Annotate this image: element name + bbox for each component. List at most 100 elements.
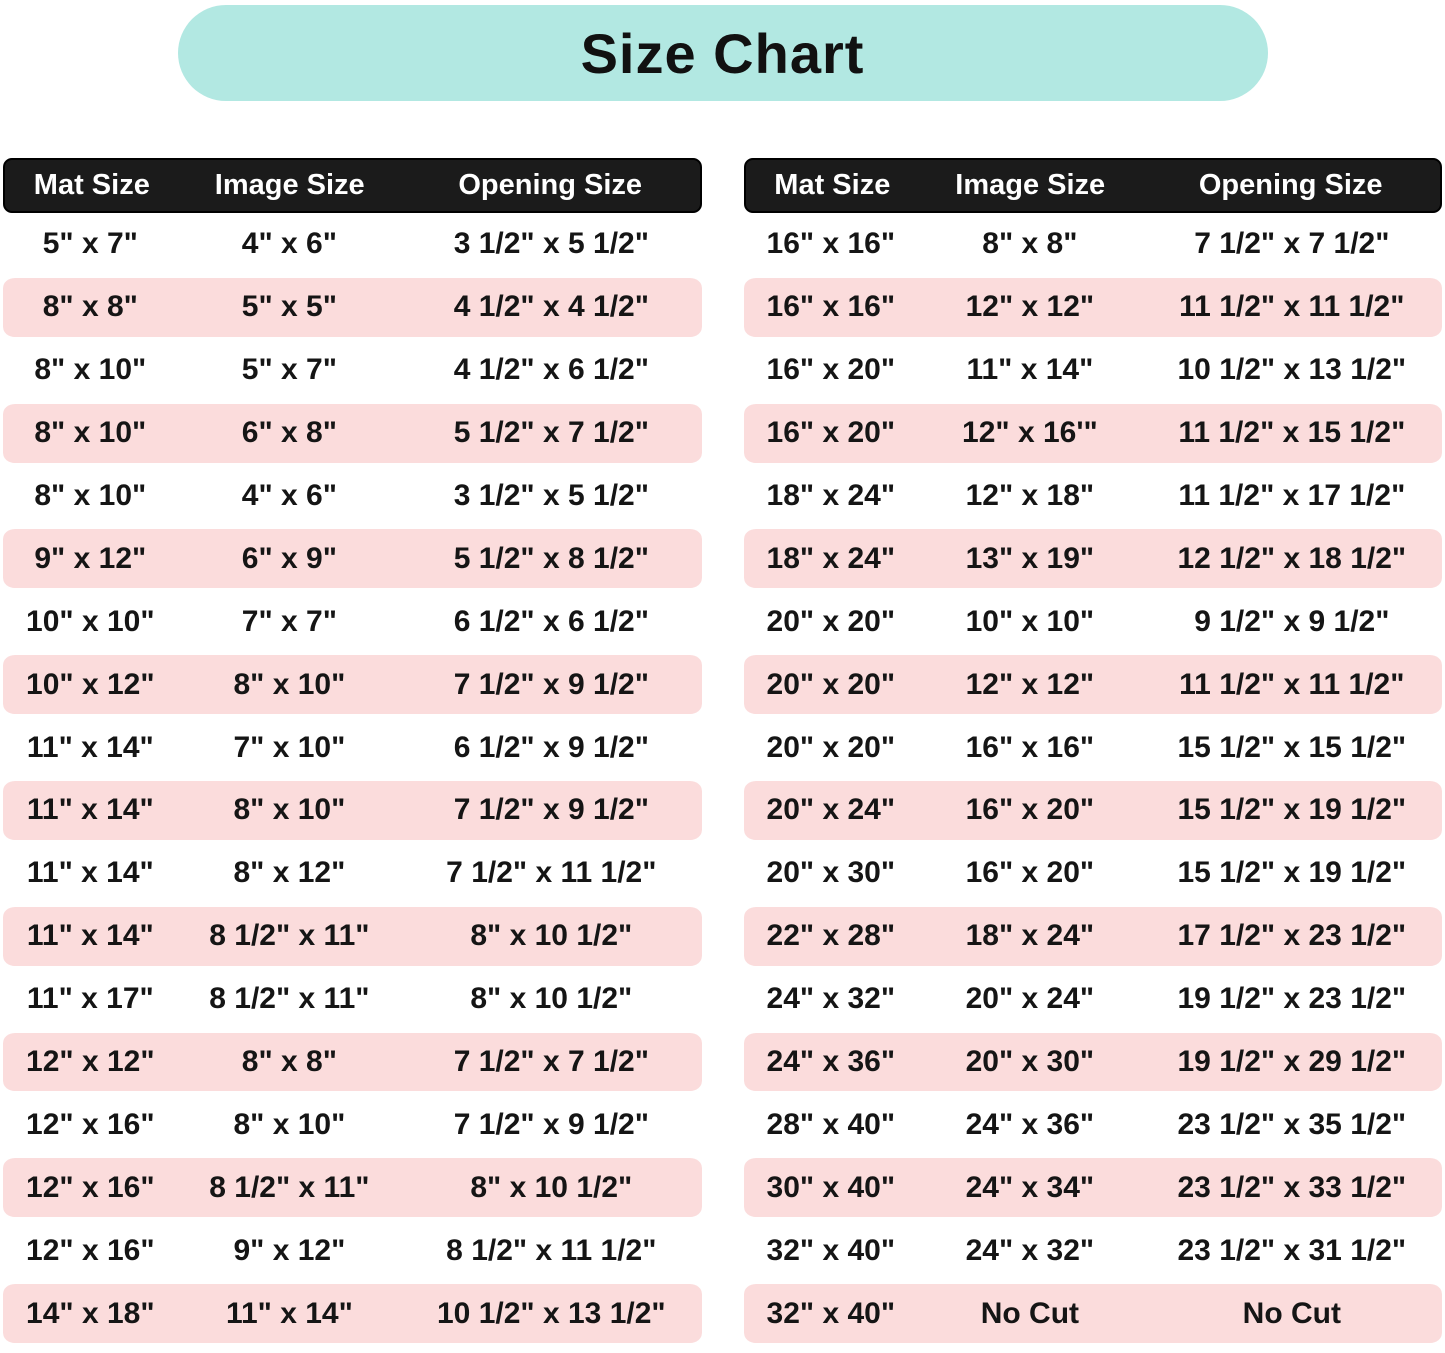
table-row: 24" x 32" 20" x 24" 19 1/2" x 23 1/2"	[744, 968, 1443, 1031]
table-cell: 11" x 14"	[26, 730, 154, 764]
column-header-image-size: Image Size	[214, 169, 365, 201]
page-title: Size Chart	[580, 21, 865, 85]
table-cell: 24" x 36"	[766, 1045, 896, 1079]
table-cell: 8 1/2" x 11 1/2"	[446, 1233, 657, 1267]
table-cell: 8" x 8"	[982, 227, 1078, 261]
table-cell: 11 1/2" x 15 1/2"	[1178, 416, 1406, 450]
table-cell: 12 1/2" x 18 1/2"	[1177, 541, 1407, 575]
table-cell: 3 1/2" x 5 1/2"	[453, 479, 649, 512]
table-cell: 6" x 8"	[241, 416, 337, 450]
table-cell: 7 1/2" x 9 1/2"	[453, 793, 649, 827]
table-cell: 7 1/2" x 7 1/2"	[1194, 227, 1390, 261]
column-header-mat-size: Mat Size	[33, 169, 150, 201]
table-cell: 5" x 7"	[241, 353, 337, 387]
table-row: 16" x 16" 12" x 12" 11 1/2" x 11 1/2"	[743, 276, 1442, 339]
table-cell: 11" x 14"	[26, 919, 154, 953]
table-cell: 17 1/2" x 23 1/2"	[1177, 919, 1407, 953]
table-cell: 4 1/2" x 4 1/2"	[453, 290, 649, 324]
table-row: 16" x 16" 8" x 8" 7 1/2" x 7 1/2"	[744, 213, 1443, 276]
table-row: 8" x 10" 6" x 8" 5 1/2" x 7 1/2"	[3, 402, 702, 465]
table-cell: 12" x 16"	[26, 1170, 155, 1204]
table-cell: 11" x 14"	[26, 856, 154, 890]
table-cell: 8" x 8"	[241, 1045, 337, 1079]
table-row: 9" x 12" 6" x 9" 5 1/2" x 8 1/2"	[3, 527, 702, 590]
table-cell: 28" x 40"	[766, 1107, 896, 1141]
table-cell: 16" x 16"	[965, 730, 1095, 764]
table-cell: 20" x 20"	[766, 604, 896, 638]
table-cell: 20" x 24"	[766, 793, 896, 827]
table-cell: 32" x 40"	[766, 1233, 896, 1267]
table-cell: 8" x 8"	[42, 290, 138, 324]
size-chart-page: Size Chart Mat Size Image Size Opening Siz…	[0, 5, 1445, 1353]
table-row: 11" x 14" 8" x 10" 7 1/2" x 9 1/2"	[3, 779, 702, 842]
table-cell: 7 1/2" x 9 1/2"	[453, 1107, 649, 1141]
table-cell: 6 1/2" x 9 1/2"	[453, 730, 649, 764]
table-cell: 10" x 10"	[965, 604, 1095, 638]
table-cell: 6" x 9"	[241, 541, 337, 575]
table-cell: 11" x 14"	[26, 793, 154, 827]
table-cell: 20" x 20"	[766, 667, 896, 701]
table-cell: 5 1/2" x 8 1/2"	[453, 541, 649, 575]
table-cell: 22" x 28"	[766, 919, 896, 953]
table-cell: 20" x 20"	[766, 730, 896, 764]
table-cell: 11 1/2" x 11 1/2"	[1179, 290, 1405, 324]
table-cell: 10" x 12"	[26, 667, 155, 701]
table-row: 16" x 20" 12" x 16'" 11 1/2" x 15 1/2"	[743, 402, 1442, 465]
table-row: 11" x 14" 8 1/2" x 11" 8" x 10 1/2"	[3, 905, 702, 968]
table-cell: 19 1/2" x 29 1/2"	[1177, 1045, 1407, 1079]
table-cell: 24" x 32"	[965, 1233, 1095, 1267]
table-row: 20" x 30" 16" x 20" 15 1/2" x 19 1/2"	[744, 842, 1443, 905]
table-cell: 23 1/2" x 33 1/2"	[1177, 1170, 1407, 1204]
table-row: 8" x 10" 4" x 6" 3 1/2" x 5 1/2"	[3, 465, 702, 528]
table-row: 20" x 24" 16" x 20" 15 1/2" x 19 1/2"	[743, 779, 1442, 842]
table-cell: 7 1/2" x 7 1/2"	[453, 1045, 649, 1079]
table-row: 5" x 7" 4" x 6" 3 1/2" x 5 1/2"	[3, 213, 702, 276]
table-cell: 4" x 6"	[241, 227, 337, 261]
table-cell: 10 1/2" x 13 1/2"	[437, 1296, 666, 1330]
table-cell: 10 1/2" x 13 1/2"	[1177, 353, 1407, 387]
table-row: 22" x 28" 18" x 24" 17 1/2" x 23 1/2"	[743, 905, 1442, 968]
table-cell: 8" x 10"	[233, 793, 346, 827]
table-cell: 12" x 12"	[965, 290, 1095, 324]
table-row: 11" x 14" 8" x 12" 7 1/2" x 11 1/2"	[3, 842, 702, 905]
table-cell: 9" x 12"	[233, 1233, 346, 1267]
table-cell: 19 1/2" x 23 1/2"	[1177, 982, 1407, 1016]
table-cell: 16" x 20"	[766, 416, 896, 450]
table-row: 10" x 12" 8" x 10" 7 1/2" x 9 1/2"	[3, 653, 702, 716]
size-table-right: Mat Size Image Size Opening Size 16" x 16" 8…	[743, 158, 1443, 1345]
table-row: 20" x 20" 12" x 12" 11 1/2" x 11 1/2"	[743, 653, 1442, 716]
table-row: 11" x 17" 8 1/2" x 11" 8" x 10 1/2"	[3, 968, 702, 1031]
column-header-opening-size: Opening Size	[1198, 169, 1383, 201]
table-cell: 12" x 16"	[26, 1233, 155, 1267]
table-cell: 15 1/2" x 19 1/2"	[1177, 793, 1407, 827]
table-cell: 11" x 17"	[26, 982, 154, 1016]
table-cell: 11" x 14"	[225, 1296, 353, 1330]
table-cell: 23 1/2" x 35 1/2"	[1177, 1107, 1407, 1141]
table-cell: 8 1/2" x 11"	[209, 982, 370, 1016]
table-row: 11" x 14" 7" x 10" 6 1/2" x 9 1/2"	[3, 716, 702, 779]
table-cell: 24" x 34"	[965, 1170, 1095, 1204]
table-cell: 32" x 40"	[766, 1296, 896, 1330]
table-cell: 15 1/2" x 19 1/2"	[1177, 856, 1407, 890]
table-cell: 13" x 19"	[965, 541, 1095, 575]
table-row: 20" x 20" 10" x 10" 9 1/2" x 9 1/2"	[744, 590, 1443, 653]
table-row: 12" x 16" 9" x 12" 8 1/2" x 11 1/2"	[3, 1219, 702, 1282]
table-cell: 11 1/2" x 17 1/2"	[1178, 479, 1406, 512]
table-row: 32" x 40" No Cut No Cut	[743, 1282, 1442, 1345]
table-cell: 12" x 16'"	[962, 416, 1098, 450]
table-row: 24" x 36" 20" x 30" 19 1/2" x 29 1/2"	[743, 1031, 1442, 1094]
table-cell: 8" x 12"	[233, 856, 346, 890]
table-cell: 9 1/2" x 9 1/2"	[1194, 604, 1390, 638]
table-row: 8" x 8" 5" x 5" 4 1/2" x 4 1/2"	[3, 276, 702, 339]
table-cell: 5" x 5"	[241, 290, 337, 324]
title-banner: Size Chart	[177, 5, 1268, 101]
table-cell: 11" x 14"	[966, 353, 1094, 387]
table-cell: 8" x 10"	[34, 479, 147, 512]
table-row: 8" x 10" 5" x 7" 4 1/2" x 6 1/2"	[3, 339, 702, 402]
table-row: 28" x 40" 24" x 36" 23 1/2" x 35 1/2"	[744, 1093, 1443, 1156]
table-cell: 5" x 7"	[42, 227, 138, 261]
table-cell: 24" x 36"	[965, 1107, 1095, 1141]
column-header-image-size: Image Size	[955, 169, 1106, 201]
table-cell: 16" x 20"	[766, 353, 896, 387]
table-row: 30" x 40" 24" x 34" 23 1/2" x 33 1/2"	[743, 1156, 1442, 1219]
